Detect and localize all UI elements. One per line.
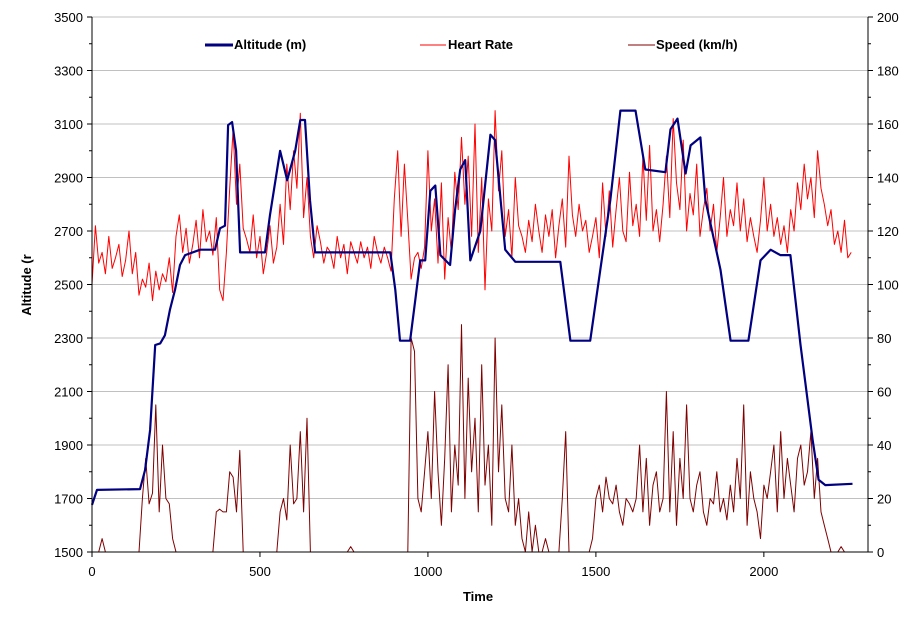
heart-rate-line [91, 110, 852, 302]
x-tick-label: 1000 [413, 564, 442, 579]
altitude-line [90, 109, 853, 506]
y-axis-title: Altitude (r [19, 254, 34, 315]
y2-tick-label: 140 [877, 171, 899, 186]
y-tick-label: 3100 [54, 117, 83, 132]
y-tick-label: 3300 [54, 64, 83, 79]
y-tick-label: 2100 [54, 385, 83, 400]
y2-tick-label: 40 [877, 438, 891, 453]
y2-tick-label: 20 [877, 492, 891, 507]
legend-speed-label: Speed (km/h) [656, 37, 738, 52]
y2-tick-label: 80 [877, 331, 891, 346]
y-tick-label: 1900 [54, 438, 83, 453]
series-layer [90, 109, 853, 553]
y-tick-label: 1500 [54, 545, 83, 560]
y-tick-label: 2300 [54, 331, 83, 346]
y2-tick-label: 200 [877, 10, 899, 25]
y2-tick-label: 120 [877, 224, 899, 239]
x-tick-label: 2000 [749, 564, 778, 579]
legend-heartrate-label: Heart Rate [448, 37, 513, 52]
legend-altitude-label: Altitude (m) [234, 37, 306, 52]
y2-tick-label: 180 [877, 64, 899, 79]
speed-line [92, 324, 852, 553]
x-axis-title: Time [463, 589, 493, 604]
legend: Altitude (m) Heart Rate Speed (km/h) [205, 37, 738, 52]
x-tick-label: 1500 [581, 564, 610, 579]
y2-tick-label: 0 [877, 545, 884, 560]
y-tick-label: 2700 [54, 224, 83, 239]
y2-tick-label: 160 [877, 117, 899, 132]
y-tick-label: 1700 [54, 492, 83, 507]
y-tick-label: 2500 [54, 278, 83, 293]
x-tick-label: 0 [88, 564, 95, 579]
y2-tick-label: 60 [877, 385, 891, 400]
axes: 1500 0 1700 20 1900 40 2100 60 2300 80 2500 100 2700… [54, 10, 899, 579]
y-tick-label: 2900 [54, 171, 83, 186]
x-tick-label: 500 [249, 564, 271, 579]
y-tick-label: 3500 [54, 10, 83, 25]
y2-tick-label: 100 [877, 278, 899, 293]
